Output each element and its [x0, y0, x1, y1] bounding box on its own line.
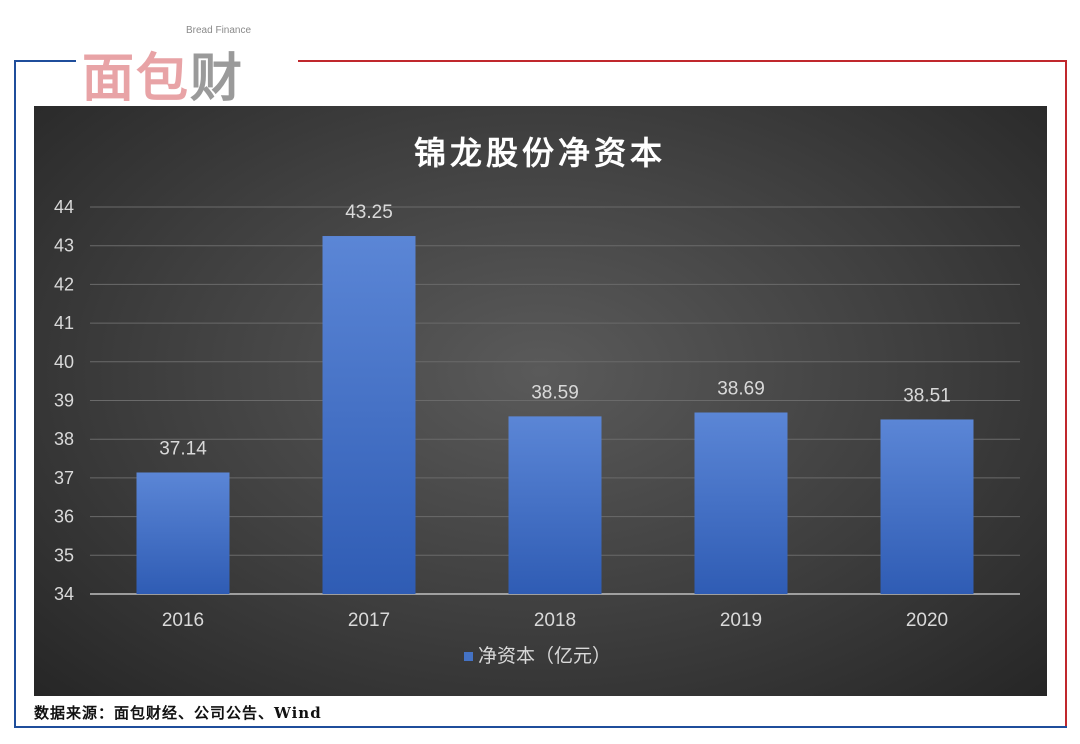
legend-label: 净资本（亿元） — [478, 645, 611, 667]
data-label: 43.25 — [345, 202, 393, 223]
legend-swatch — [464, 652, 473, 661]
bar-2020 — [880, 419, 974, 594]
x-tick-label: 2016 — [162, 610, 204, 631]
data-label: 38.51 — [903, 385, 951, 406]
y-tick-label: 36 — [54, 507, 74, 527]
chart-panel: 锦龙股份净资本 34 35 36 37 38 39 40 41 42 43 44 37.14 2016… — [34, 106, 1047, 696]
frame-line-top-right — [298, 60, 1067, 62]
brand-logo: Bread Finance 面包财经 — [78, 22, 296, 184]
y-tick-label: 37 — [54, 468, 74, 488]
y-tick-label: 42 — [54, 274, 74, 294]
x-tick-label: 2018 — [534, 610, 576, 631]
x-tick-label: 2020 — [906, 610, 948, 631]
chart-title: 锦龙股份净资本 — [414, 134, 666, 172]
y-tick-label: 41 — [54, 313, 74, 333]
frame-line-left — [14, 60, 16, 728]
y-tick-label: 34 — [54, 584, 74, 604]
bar-2016 — [136, 472, 230, 594]
frame-line-bottom — [14, 726, 1067, 728]
y-tick-label: 44 — [54, 197, 74, 217]
y-tick-label: 38 — [54, 429, 74, 449]
bar-2018 — [508, 416, 602, 594]
y-tick-label: 39 — [54, 391, 74, 411]
bar-chart: 锦龙股份净资本 34 35 36 37 38 39 40 41 42 43 44 37.14 2016… — [54, 134, 1020, 667]
y-tick-label: 40 — [54, 352, 74, 372]
bar-2017 — [322, 236, 416, 594]
data-label: 38.69 — [717, 378, 765, 399]
y-tick-label: 43 — [54, 236, 74, 256]
data-label: 37.14 — [159, 438, 207, 459]
x-tick-label: 2017 — [348, 610, 390, 631]
bar-2019 — [694, 412, 788, 594]
frame-line-right — [1065, 60, 1067, 728]
source-note: 数据来源：面包财经、公司公告、Wind — [34, 704, 322, 722]
logo-name-part1: 面包 — [82, 49, 191, 109]
y-tick-label: 35 — [54, 545, 74, 565]
logo-subtitle: Bread Finance — [186, 25, 252, 36]
frame-line-top-left — [14, 60, 76, 62]
x-tick-label: 2019 — [720, 610, 762, 631]
data-label: 38.59 — [531, 382, 579, 403]
